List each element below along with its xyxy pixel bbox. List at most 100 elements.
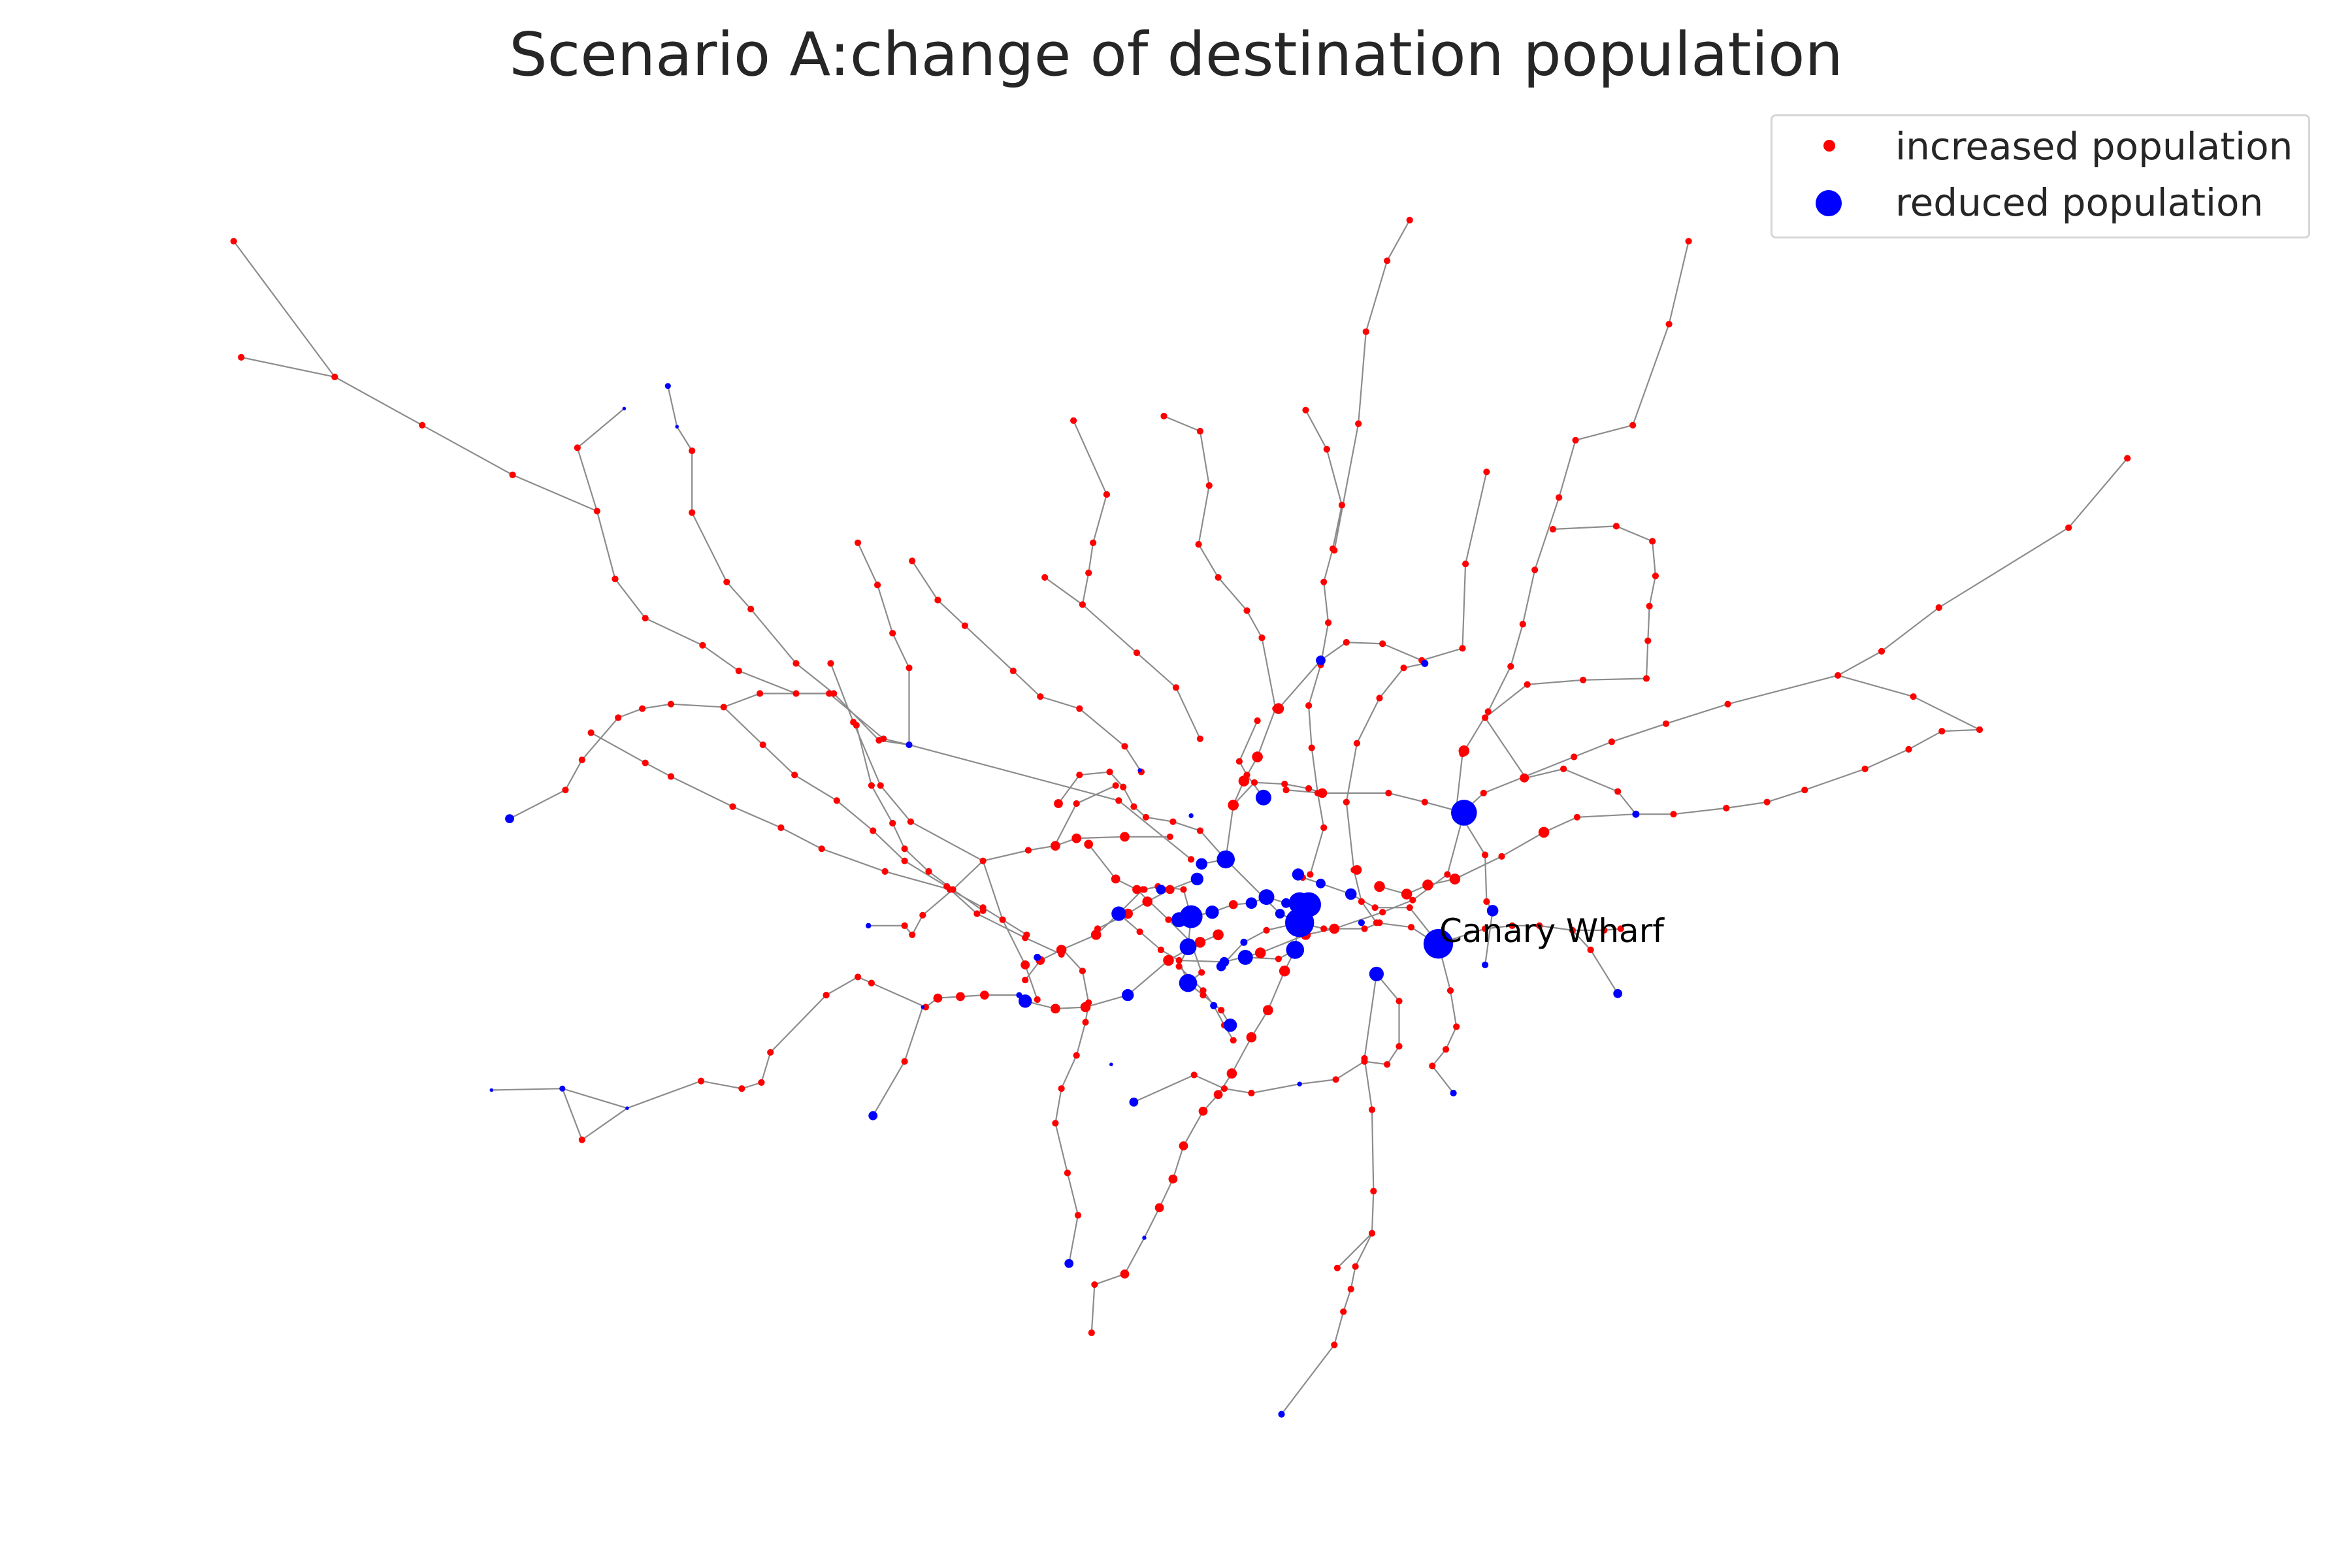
network-edge <box>855 725 984 911</box>
station-node-increased <box>792 690 800 697</box>
station-node-increased <box>1064 1169 1071 1177</box>
station-node-increased <box>1352 1263 1359 1270</box>
network-edge <box>723 706 1062 955</box>
station-node-increased <box>1320 824 1328 831</box>
station-node-increased <box>1243 607 1250 614</box>
station-node-increased <box>1407 924 1415 931</box>
station-node-increased <box>1188 856 1195 863</box>
station-node-increased <box>868 979 875 987</box>
network-edge <box>830 663 1170 862</box>
station-node-reduced <box>1179 973 1198 992</box>
station-node-increased <box>1252 751 1263 762</box>
network-edge <box>576 448 598 512</box>
station-node-increased <box>1462 561 1469 568</box>
station-node-reduced <box>868 1111 878 1120</box>
station-node-increased <box>907 818 914 825</box>
station-node-increased <box>1358 898 1365 906</box>
station-node-increased <box>1302 406 1309 414</box>
station-node-increased <box>1549 525 1556 533</box>
station-node-increased <box>1243 772 1250 779</box>
station-node-reduced <box>1156 885 1166 894</box>
station-node-increased <box>1084 840 1094 849</box>
station-node-increased <box>1835 672 1842 679</box>
station-node-increased <box>1333 1264 1341 1271</box>
station-node-increased <box>1482 714 1489 721</box>
station-node-increased <box>1368 1230 1376 1237</box>
station-node-increased <box>1079 601 1086 608</box>
station-node-increased <box>1685 238 1692 245</box>
station-node-increased <box>1200 987 1207 994</box>
station-node-increased <box>1307 871 1314 878</box>
station-node-increased <box>979 857 987 864</box>
station-node-increased <box>1320 925 1328 932</box>
station-node-increased <box>1587 946 1594 953</box>
station-node-increased <box>1094 925 1102 932</box>
station-node-reduced <box>1482 961 1489 968</box>
station-node-reduced <box>1196 858 1207 870</box>
station-node-increased <box>1056 945 1067 955</box>
station-node-increased <box>922 1004 929 1011</box>
station-node-increased <box>615 714 622 721</box>
network-edge <box>857 542 910 745</box>
station-node-increased <box>1154 1203 1164 1213</box>
legend-label-increased: increased population <box>1895 124 2293 169</box>
station-node-increased <box>973 910 981 917</box>
station-node-increased <box>901 1058 908 1065</box>
station-node-increased <box>1343 639 1350 646</box>
station-node-increased <box>1263 1005 1273 1015</box>
station-node-increased <box>1396 998 1403 1005</box>
station-node-increased <box>1361 1054 1368 1062</box>
network-edge <box>1333 220 1411 551</box>
station-node-reduced <box>1179 938 1197 956</box>
station-node-increased <box>1022 934 1029 941</box>
station-node-increased <box>1196 827 1203 834</box>
station-node-increased <box>1248 1090 1255 1097</box>
station-node-increased <box>1601 926 1608 934</box>
station-node-increased <box>1483 898 1490 906</box>
station-node-reduced <box>1129 1098 1139 1107</box>
station-node-increased <box>934 596 941 604</box>
station-node-increased <box>1111 874 1120 884</box>
station-node-increased <box>1376 919 1383 926</box>
station-node-increased <box>1037 693 1044 700</box>
station-node-reduced <box>1019 994 1032 1008</box>
station-node-increased <box>1379 909 1386 916</box>
network-edge <box>982 860 1038 1000</box>
station-node-increased <box>1168 1174 1178 1184</box>
station-node-increased <box>1429 1062 1436 1070</box>
station-node-increased <box>1180 886 1187 893</box>
station-node-increased <box>1220 1085 1228 1092</box>
station-node-increased <box>1120 1269 1130 1279</box>
station-node-increased <box>1520 773 1529 783</box>
station-node-increased <box>1076 772 1083 779</box>
station-node-increased <box>1612 523 1620 530</box>
station-node-increased <box>1507 662 1514 670</box>
station-node-increased <box>1021 960 1030 970</box>
station-node-increased <box>1362 328 1369 335</box>
station-node-increased <box>1374 881 1385 892</box>
station-node-increased <box>1034 996 1041 1004</box>
station-node-reduced <box>664 383 671 389</box>
station-node-increased <box>1090 539 1097 546</box>
station-node-increased <box>738 1085 745 1092</box>
station-node-increased <box>1384 1061 1391 1068</box>
station-node-increased <box>1323 446 1330 453</box>
station-node-increased <box>1384 257 1391 265</box>
station-node-increased <box>1198 1106 1208 1116</box>
station-node-increased <box>667 700 674 708</box>
station-node-increased <box>1480 789 1487 796</box>
station-node-increased <box>830 690 838 697</box>
station-node-increased <box>1531 566 1539 574</box>
network-edge <box>1337 1232 1373 1269</box>
station-node-increased <box>1938 728 1946 735</box>
station-node-reduced <box>1275 909 1285 919</box>
station-node-increased <box>956 992 965 1002</box>
network-edge <box>1058 771 1225 858</box>
station-node-reduced <box>1205 906 1219 919</box>
station-node-increased <box>723 578 730 585</box>
station-node-reduced <box>1632 810 1640 818</box>
station-node-increased <box>889 630 896 637</box>
station-node-increased <box>1482 925 1489 932</box>
station-node-increased <box>1195 541 1202 548</box>
station-node-reduced <box>1451 800 1477 826</box>
